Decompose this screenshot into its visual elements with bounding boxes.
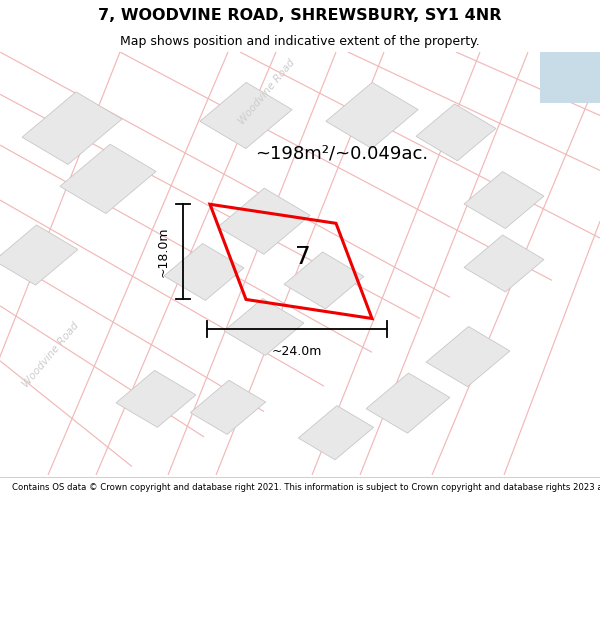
Polygon shape — [116, 371, 196, 428]
Text: Woodvine Road: Woodvine Road — [21, 320, 81, 389]
Text: Map shows position and indicative extent of the property.: Map shows position and indicative extent… — [120, 35, 480, 48]
Polygon shape — [464, 172, 544, 229]
Text: 7, WOODVINE ROAD, SHREWSBURY, SY1 4NR: 7, WOODVINE ROAD, SHREWSBURY, SY1 4NR — [98, 8, 502, 23]
Polygon shape — [218, 188, 310, 254]
Polygon shape — [200, 82, 292, 149]
FancyBboxPatch shape — [540, 52, 600, 102]
Polygon shape — [326, 82, 418, 149]
Polygon shape — [366, 373, 450, 433]
Polygon shape — [464, 235, 544, 292]
Polygon shape — [284, 252, 364, 309]
Polygon shape — [426, 326, 510, 387]
Polygon shape — [60, 144, 156, 214]
Polygon shape — [298, 406, 374, 460]
Polygon shape — [190, 380, 266, 434]
Text: 7: 7 — [295, 245, 311, 269]
Text: ~18.0m: ~18.0m — [157, 227, 170, 277]
Text: Contains OS data © Crown copyright and database right 2021. This information is : Contains OS data © Crown copyright and d… — [12, 482, 600, 491]
Polygon shape — [416, 104, 496, 161]
Text: ~198m²/~0.049ac.: ~198m²/~0.049ac. — [256, 144, 428, 162]
Text: Woodvine Road: Woodvine Road — [237, 58, 297, 127]
Polygon shape — [22, 92, 122, 164]
Polygon shape — [164, 244, 244, 301]
Polygon shape — [224, 299, 304, 356]
Polygon shape — [0, 225, 78, 285]
Text: ~24.0m: ~24.0m — [272, 345, 322, 358]
